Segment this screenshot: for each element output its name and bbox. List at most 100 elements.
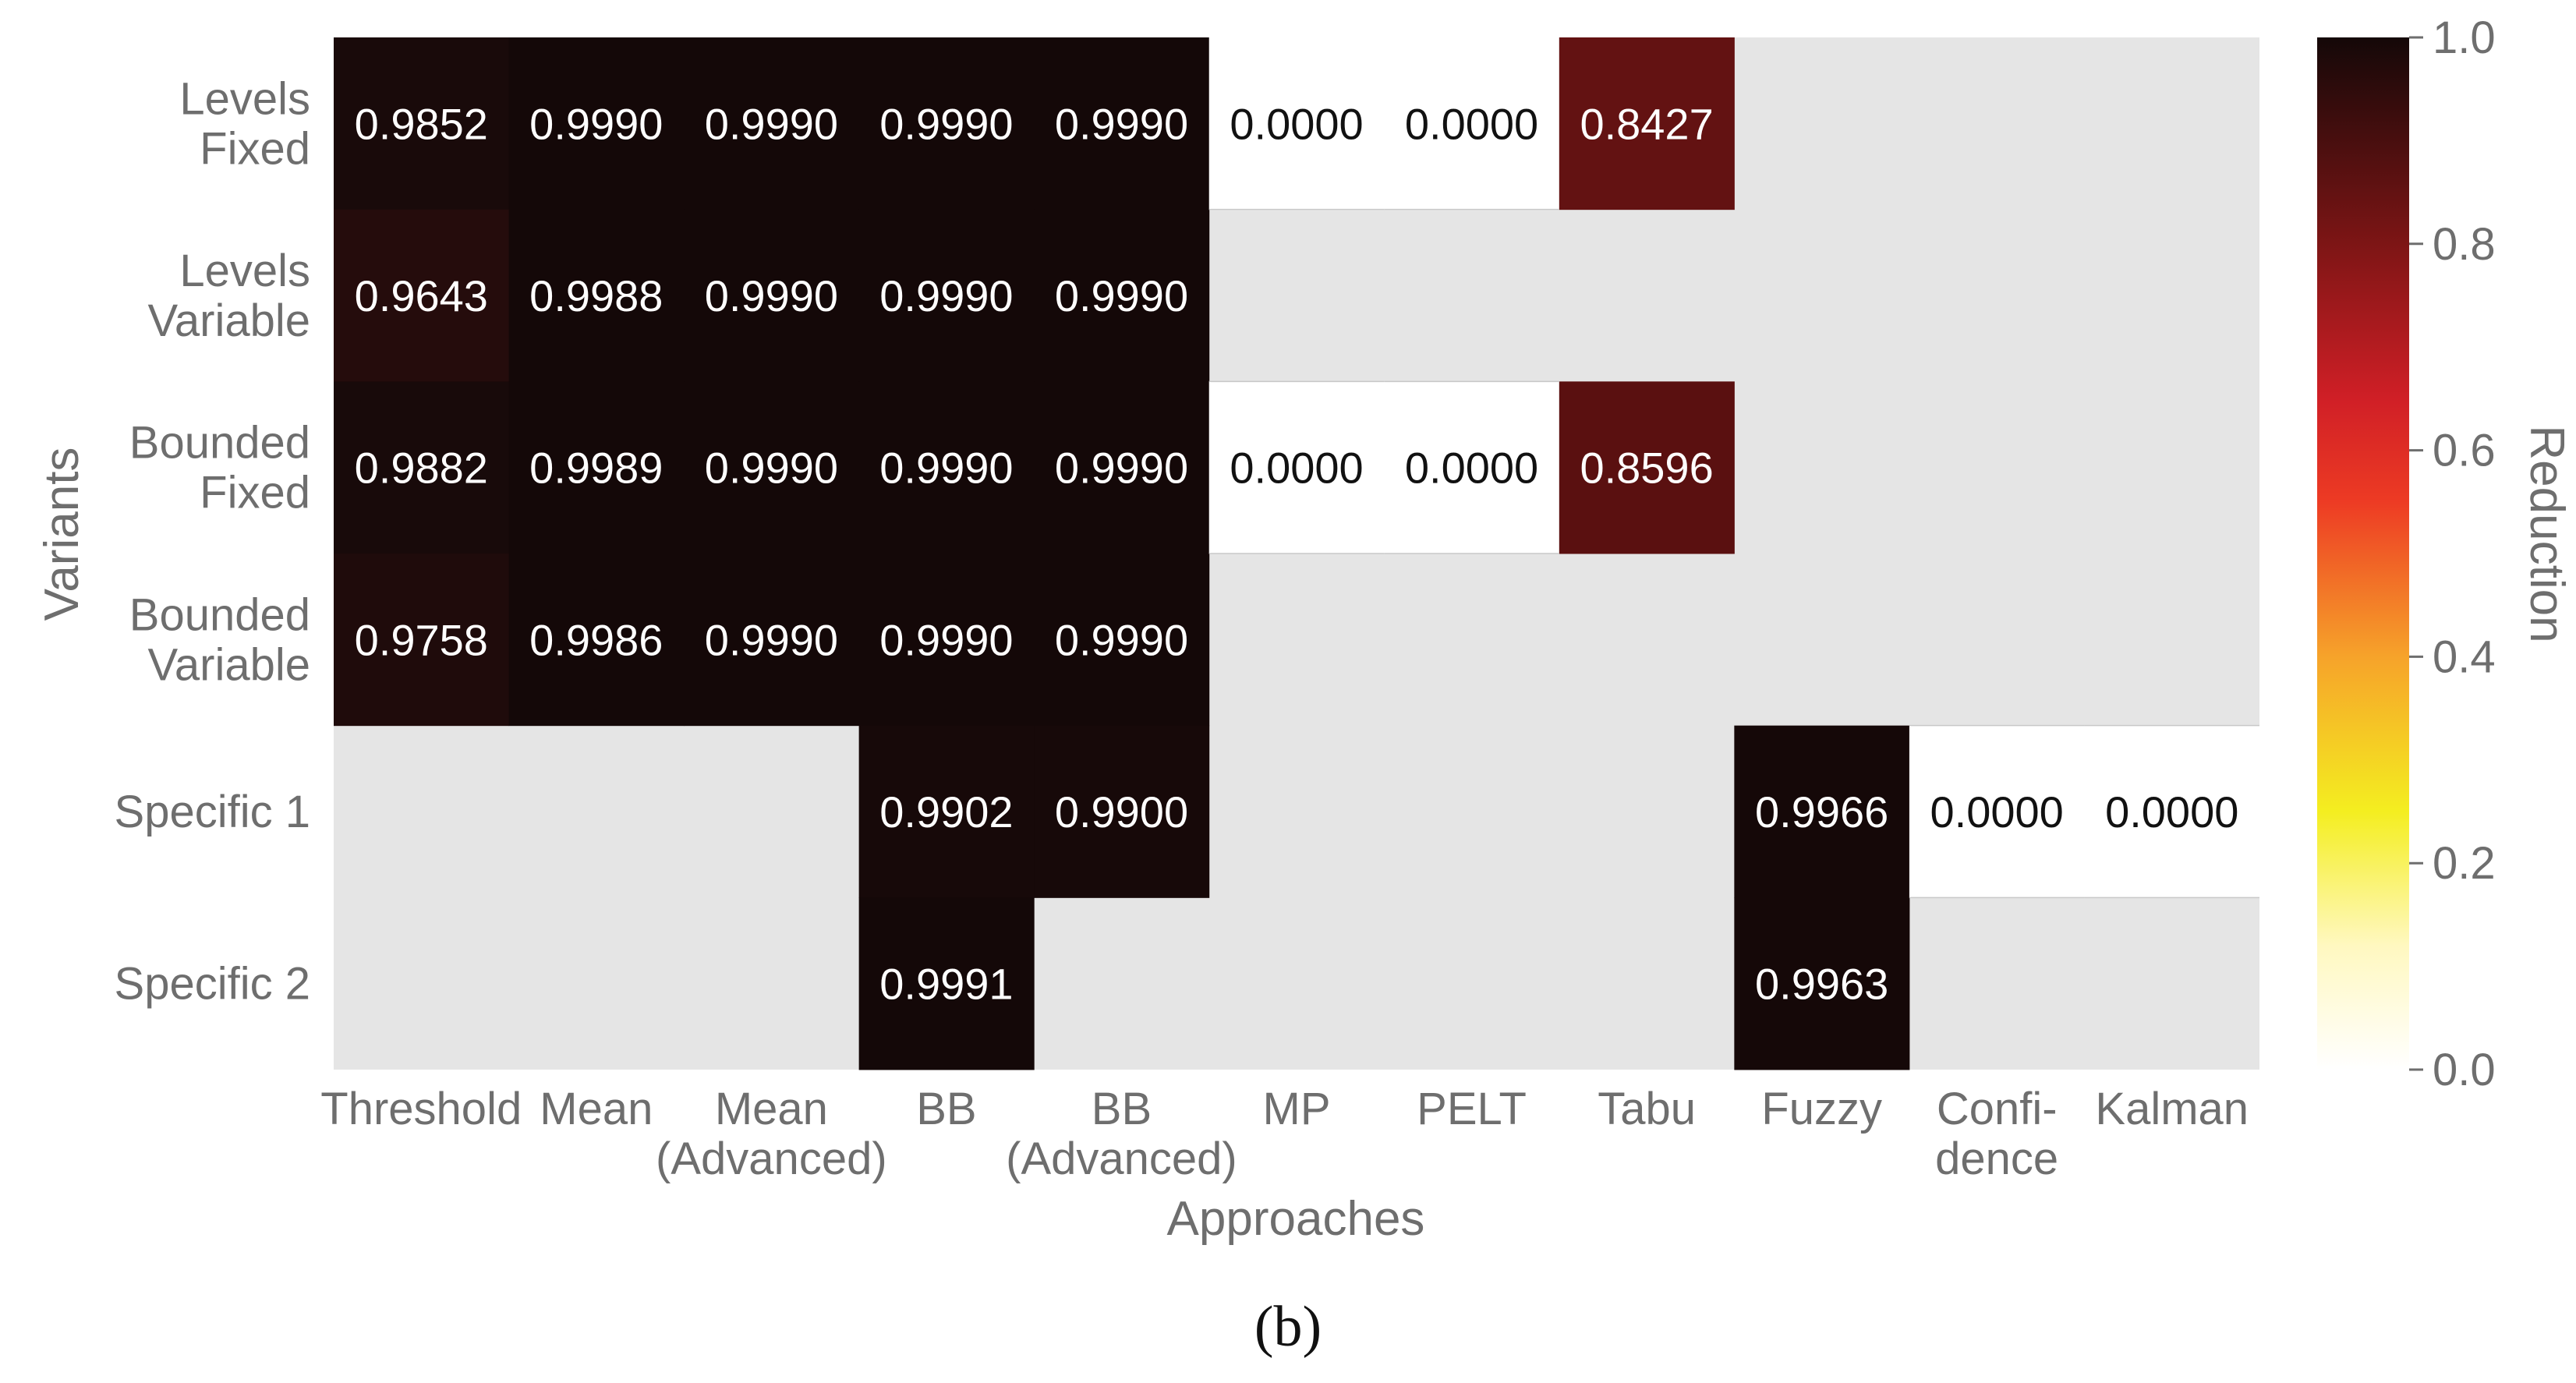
cell-value-label: 0.8427 xyxy=(1580,99,1713,148)
heatmap-chart: 0.9852 0.9990 0.9990 0.9990 0.9990 0.0000 0.00… xyxy=(35,12,2574,1246)
heatmap-cell xyxy=(858,897,1035,1070)
heatmap-cell xyxy=(684,37,860,210)
x-tick-label: Fuzzy xyxy=(1761,1084,1882,1134)
x-tick-label: Mean xyxy=(715,1084,828,1134)
y-tick-label: Fixed xyxy=(200,468,310,518)
colorbar-tick-label: 0.0 xyxy=(2433,1045,2496,1095)
x-tick-label: Mean xyxy=(540,1084,653,1134)
heatmap-cell xyxy=(858,209,1035,382)
x-tick-label: BB xyxy=(1092,1084,1152,1134)
cell-value-label: 0.9991 xyxy=(879,960,1013,1009)
x-axis-label: Approaches xyxy=(1167,1192,1425,1246)
y-tick-label: Specific 2 xyxy=(115,959,310,1010)
heatmap-cell xyxy=(858,725,1035,898)
heatmap-cell xyxy=(684,209,860,382)
cell-value-label: 0.9900 xyxy=(1055,787,1188,837)
cell-value-label: 0.0000 xyxy=(1405,444,1538,493)
x-tick-label: MP xyxy=(1263,1084,1331,1134)
cell-value-label: 0.9989 xyxy=(529,444,663,493)
heatmap-cell xyxy=(858,554,1035,727)
cell-value-label: 0.0000 xyxy=(1230,99,1363,148)
y-tick-label: Bounded xyxy=(129,418,310,469)
heatmap-cell xyxy=(684,554,860,727)
heatmap-cell xyxy=(508,554,685,727)
heatmap-cell xyxy=(1909,725,2085,898)
heatmap-cell xyxy=(508,209,685,382)
cell-value-label: 0.0000 xyxy=(1930,787,2064,837)
y-tick-label: Fixed xyxy=(200,123,310,174)
y-tick-label: Variable xyxy=(148,295,311,346)
heatmap-cell xyxy=(1034,37,1210,210)
heatmap-cell xyxy=(1384,37,1560,210)
cell-value-label: 0.9990 xyxy=(705,615,838,664)
cell-value-label: 0.9882 xyxy=(355,444,488,493)
y-axis-label: Variants xyxy=(35,447,89,621)
heatmap-cell xyxy=(334,209,510,382)
heatmap-cell xyxy=(858,37,1035,210)
cell-value-label: 0.9852 xyxy=(355,99,488,148)
heatmap-cell xyxy=(334,554,510,727)
x-tick-label: (Advanced) xyxy=(656,1134,887,1184)
cell-value-label: 0.9990 xyxy=(705,444,838,493)
heatmap-cell xyxy=(1208,37,1385,210)
cell-value-label: 0.9966 xyxy=(1755,787,1888,837)
cell-value-label: 0.9990 xyxy=(1055,99,1188,148)
y-tick-label: Levels xyxy=(179,73,310,124)
cell-value-label: 0.9990 xyxy=(1055,444,1188,493)
heatmap-cell xyxy=(684,381,860,554)
y-tick-label: Levels xyxy=(179,246,310,296)
colorbar-tick-label: 0.8 xyxy=(2433,219,2496,270)
heatmap-cell xyxy=(1734,897,1910,1070)
heatmap-cell xyxy=(1559,381,1735,554)
cell-value-label: 0.9990 xyxy=(879,99,1013,148)
heatmap-cell xyxy=(1034,209,1210,382)
y-tick-label: Variable xyxy=(148,639,311,690)
heatmap-cell xyxy=(334,381,510,554)
x-tick-label: (Advanced) xyxy=(1006,1134,1237,1184)
x-tick-label: BB xyxy=(916,1084,976,1134)
y-tick-label: Specific 1 xyxy=(115,787,310,837)
cell-value-label: 0.9990 xyxy=(705,271,838,320)
cell-value-label: 0.9990 xyxy=(879,271,1013,320)
cell-value-label: 0.9990 xyxy=(529,99,663,148)
panel-label: (b) xyxy=(1254,1295,1322,1359)
cell-value-label: 0.9990 xyxy=(1055,615,1188,664)
colorbar-tick-label: 0.2 xyxy=(2433,838,2496,889)
cell-value-label: 0.9643 xyxy=(355,271,488,320)
heatmap-cell xyxy=(1034,725,1210,898)
cell-value-label: 0.8596 xyxy=(1580,444,1713,493)
cell-value-label: 0.9990 xyxy=(705,99,838,148)
colorbar-tick-label: 0.6 xyxy=(2433,426,2496,476)
cell-value-label: 0.9986 xyxy=(529,615,663,664)
heatmap-cell xyxy=(334,37,510,210)
cell-value-label: 0.0000 xyxy=(1230,444,1363,493)
cell-value-label: 0.9758 xyxy=(355,615,488,664)
cell-value-label: 0.9963 xyxy=(1755,960,1888,1009)
heatmap-cell xyxy=(1034,554,1210,727)
heatmap-cell xyxy=(2084,725,2260,898)
x-tick-label: dence xyxy=(1935,1134,2058,1184)
cell-value-label: 0.9990 xyxy=(879,444,1013,493)
cell-value-label: 0.0000 xyxy=(1405,99,1538,148)
cell-value-label: 0.9990 xyxy=(1055,271,1188,320)
colorbar-gradient xyxy=(2317,37,2409,1070)
y-tick-label: Bounded xyxy=(129,589,310,640)
heatmap-cell xyxy=(1559,37,1735,210)
x-tick-label: Confi- xyxy=(1937,1084,2058,1134)
cell-value-label: 0.0000 xyxy=(2105,787,2238,837)
colorbar-label: Reduction xyxy=(2520,425,2574,642)
x-tick-label: Threshold xyxy=(320,1084,522,1134)
heatmap-cell xyxy=(508,37,685,210)
x-tick-label: Kalman xyxy=(2095,1084,2249,1134)
colorbar-tick-label: 0.4 xyxy=(2433,631,2496,682)
heatmap-cell xyxy=(1734,725,1910,898)
cell-value-label: 0.9988 xyxy=(529,271,663,320)
heatmap-cell xyxy=(1034,381,1210,554)
cell-value-label: 0.9902 xyxy=(879,787,1013,837)
heatmap-cell xyxy=(508,381,685,554)
heatmap-cell xyxy=(858,381,1035,554)
x-tick-label: PELT xyxy=(1417,1084,1527,1134)
heatmap-cell xyxy=(1208,381,1385,554)
colorbar-tick-label: 1.0 xyxy=(2433,12,2496,63)
